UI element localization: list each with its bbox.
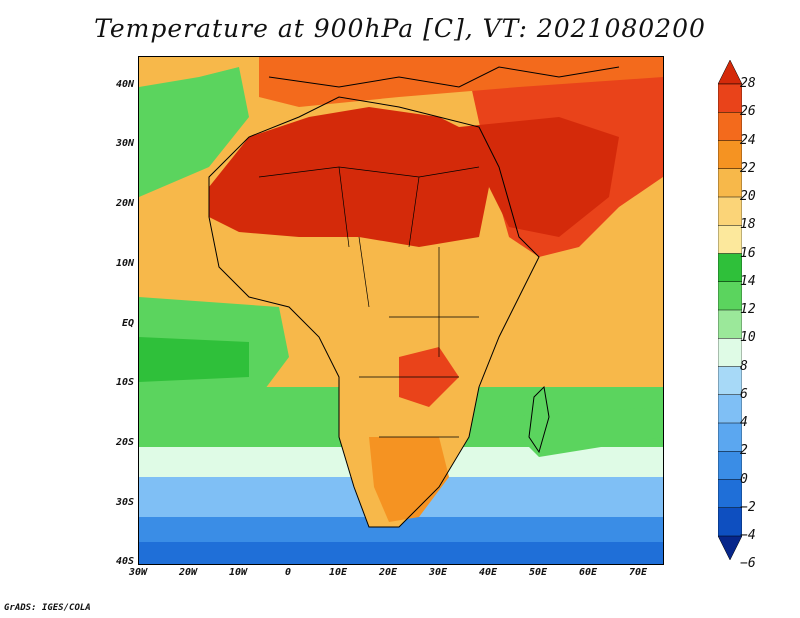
lon-label-20w: 20W (178, 567, 198, 578)
colorbar-label: 22 (740, 160, 756, 176)
colorbar-swatch (718, 366, 742, 396)
lat-label-10s: 10S (115, 377, 134, 388)
lon-label-0: 0 (284, 567, 292, 578)
colorbar-label: 24 (740, 132, 756, 148)
colorbar-label: 6 (740, 386, 748, 402)
lat-label-10n: 10N (115, 258, 134, 269)
colorbar-label: −6 (740, 556, 756, 572)
mediterranean-warm (259, 57, 663, 107)
lon-label-10w: 10W (228, 567, 248, 578)
colorbar-label: 20 (740, 189, 756, 204)
europe-coastline (268, 66, 620, 88)
madagascar (528, 385, 550, 454)
sahara-hot (209, 107, 489, 247)
colorbar-swatch (718, 168, 742, 198)
lon-label-60e: 60E (578, 567, 598, 578)
colorbar-swatch (718, 83, 742, 113)
colorbar-swatch (718, 196, 742, 226)
colorbar-swatch (718, 422, 742, 452)
colorbar-swatch (718, 140, 742, 170)
colorbar-swatch (718, 507, 742, 537)
colorbar-label: 4 (740, 415, 748, 430)
lat-label-20n: 20N (115, 198, 134, 209)
map-title: Temperature at 900hPa [C], VT: 202108020… (94, 14, 706, 43)
colorbar-label: 0 (740, 471, 748, 487)
colorbar-swatch (718, 479, 742, 509)
colorbar-label: 26 (740, 104, 756, 120)
lon-label-40e: 40E (478, 567, 498, 578)
lat-label-20s: 20S (115, 437, 134, 448)
south-ocean-deepest (139, 542, 663, 564)
colorbar-label: −2 (740, 499, 756, 515)
lon-label-30w: 30W (128, 567, 148, 578)
grads-credit: GrADS: IGES/COLA (4, 603, 91, 613)
lon-label-50e: 50E (528, 567, 548, 578)
colorbar-swatch (718, 60, 742, 85)
colorbar-swatch (718, 394, 742, 424)
lat-label-40n: 40N (115, 79, 134, 90)
lat-label-30s: 30S (115, 497, 134, 508)
colorbar-label: 28 (740, 76, 756, 91)
colorbar-label: 10 (740, 330, 756, 346)
colorbar-label: 12 (740, 302, 756, 317)
colorbar-label: 18 (740, 217, 756, 233)
colorbar-swatch (718, 112, 742, 142)
country-borders (258, 166, 480, 438)
lat-label-40s: 40S (115, 556, 134, 567)
colorbar-swatch (718, 309, 742, 339)
colorbar-swatch (718, 281, 742, 311)
colorbar-label: 16 (740, 245, 756, 261)
colorbar-swatch (718, 225, 742, 255)
lon-label-10e: 10E (328, 567, 348, 578)
lon-label-20e: 20E (378, 567, 398, 578)
colorbar-label: 14 (740, 273, 756, 289)
africa-coastline (208, 96, 540, 528)
temperature-map (138, 56, 664, 565)
colorbar-label: 8 (740, 358, 748, 374)
map-canvas (139, 57, 663, 564)
colorbar-swatch (718, 451, 742, 481)
colorbar-label: −4 (740, 528, 756, 543)
colorbar-swatch (718, 338, 742, 368)
lat-label-eq: EQ (121, 318, 134, 329)
colorbar-swatch (718, 253, 742, 283)
colorbar-label: 2 (740, 443, 748, 459)
lat-label-30n: 30N (115, 138, 134, 149)
atlantic-darkgreen (139, 337, 249, 382)
north-atlantic-green (139, 67, 249, 197)
southern-africa (369, 437, 449, 522)
colorbar (718, 60, 742, 560)
arabia-core (459, 117, 619, 237)
lon-label-30e: 30E (428, 567, 448, 578)
lon-label-70e: 70E (628, 567, 648, 578)
colorbar-swatch (718, 535, 742, 560)
